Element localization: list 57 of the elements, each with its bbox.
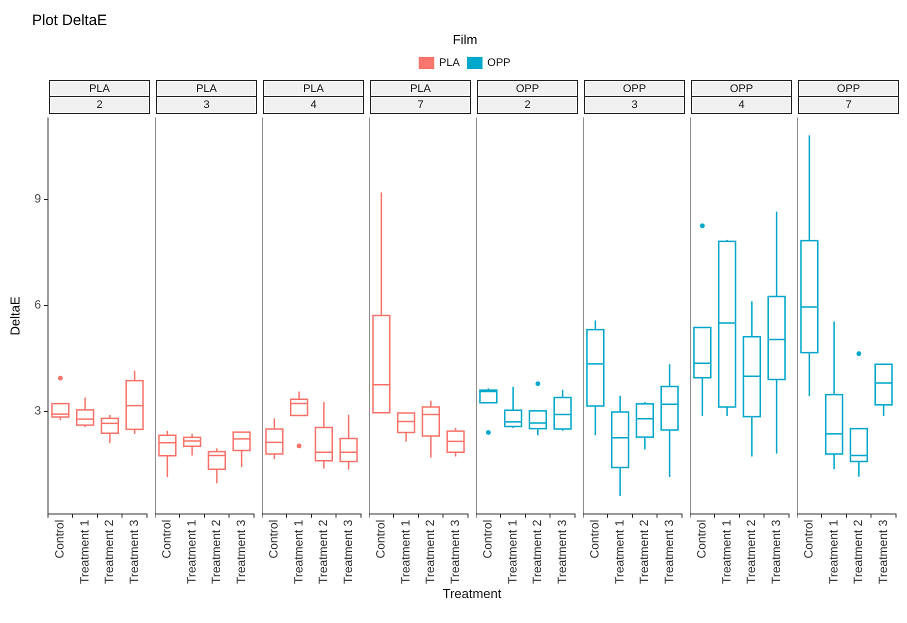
chart-title: OPP — [691, 80, 792, 97]
legend-label: OPP — [487, 57, 511, 70]
x-tick-label: Treatment 1 — [77, 519, 92, 584]
x-tick-label: Control — [52, 520, 67, 558]
y-tick-label: 6 — [34, 298, 42, 312]
x-tick-label: Treatment 3 — [126, 519, 141, 584]
legend-label: PLA — [438, 57, 460, 70]
text: Treatment — [442, 586, 502, 601]
chart-title: OPP — [798, 80, 899, 97]
x-tick-label: Treatment 2 — [423, 519, 438, 584]
x-tick-label: Control — [802, 520, 816, 558]
x-tick-label: Treatment 1 — [826, 519, 840, 584]
x-tick-label: Treatment 3 — [662, 519, 676, 584]
x-tick-label: Treatment 1 — [505, 519, 520, 584]
chart-title: PLA — [370, 80, 471, 97]
chart-title: PLA — [156, 80, 257, 97]
x-tick-label: Treatment 3 — [234, 519, 248, 584]
x-tick-label: Treatment 2 — [316, 519, 330, 584]
x-tick-label: Treatment 2 — [851, 519, 866, 584]
x-tick-label: Treatment 2 — [209, 519, 224, 584]
x-tick-label: Treatment 1 — [719, 519, 734, 584]
chart-subtitle: 3 — [584, 97, 685, 114]
x-tick-label: Control — [266, 520, 281, 558]
x-tick-label: Treatment 1 — [612, 519, 626, 584]
chart-subtitle: 3 — [156, 97, 257, 114]
chart-subtitle: 4 — [691, 97, 792, 114]
x-tick-label: Control — [694, 520, 709, 558]
x-tick-label: Treatment 3 — [768, 519, 783, 584]
x-tick-label: Treatment 2 — [744, 519, 758, 584]
y-axis-title: DeltaE — [7, 296, 22, 336]
x-tick-label: Treatment 3 — [876, 519, 890, 584]
x-tick-label: Treatment 1 — [291, 519, 306, 584]
x-tick-label: Control — [160, 520, 174, 558]
x-tick-label: Treatment 1 — [398, 519, 412, 584]
y-tick-label: 9 — [34, 192, 42, 206]
chart-title: PLA — [263, 80, 364, 97]
x-tick-label: Treatment 3 — [340, 519, 355, 584]
legend-title: Film — [452, 32, 478, 48]
chart-subtitle: 7 — [798, 97, 899, 114]
chart-title: OPP — [584, 80, 685, 97]
x-tick-label: Treatment 1 — [184, 519, 198, 584]
chart-title: PLA — [49, 80, 150, 97]
chart-title: OPP — [477, 80, 578, 97]
x-tick-label: Treatment 2 — [530, 519, 544, 584]
x-tick-label: Control — [480, 520, 495, 558]
y-tick-label: 3 — [34, 404, 42, 418]
x-tick-label: Control — [588, 520, 602, 558]
text: Plot DeltaE — [32, 12, 108, 30]
chart-subtitle: 4 — [263, 97, 364, 114]
x-tick-label: Treatment 3 — [448, 519, 462, 584]
x-tick-label: Treatment 2 — [637, 519, 652, 584]
x-tick-label: Treatment 3 — [554, 519, 569, 584]
x-tick-label: Control — [374, 520, 388, 558]
chart-subtitle: 2 — [477, 97, 578, 114]
chart-subtitle: 2 — [49, 97, 150, 114]
x-tick-label: Treatment 2 — [102, 519, 116, 584]
chart-subtitle: 7 — [370, 97, 471, 114]
